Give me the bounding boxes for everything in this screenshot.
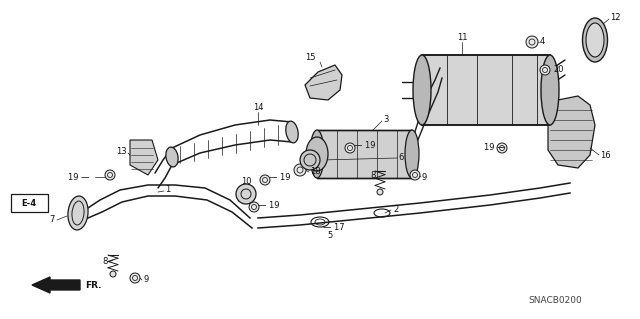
Circle shape xyxy=(236,184,256,204)
Ellipse shape xyxy=(68,196,88,230)
Circle shape xyxy=(377,189,383,195)
FancyBboxPatch shape xyxy=(11,194,48,212)
Ellipse shape xyxy=(286,121,298,143)
FancyArrow shape xyxy=(32,277,80,293)
Bar xyxy=(422,55,550,125)
Circle shape xyxy=(410,170,420,180)
Ellipse shape xyxy=(586,23,604,57)
Text: 13: 13 xyxy=(116,147,127,157)
Text: 19 —: 19 — xyxy=(68,173,90,182)
Circle shape xyxy=(105,170,115,180)
Text: 12: 12 xyxy=(610,13,621,23)
Bar xyxy=(317,130,412,178)
Circle shape xyxy=(345,143,355,153)
Circle shape xyxy=(249,202,259,212)
Text: 7: 7 xyxy=(50,216,55,225)
Circle shape xyxy=(110,271,116,277)
Circle shape xyxy=(294,164,306,176)
Circle shape xyxy=(130,273,140,283)
Ellipse shape xyxy=(582,18,607,62)
Ellipse shape xyxy=(405,130,419,178)
Ellipse shape xyxy=(166,147,178,167)
Text: 9: 9 xyxy=(422,173,428,182)
Text: 19 —: 19 — xyxy=(484,143,506,152)
Circle shape xyxy=(260,175,270,185)
Ellipse shape xyxy=(310,130,324,178)
Text: SNACB0200: SNACB0200 xyxy=(528,296,582,305)
Text: 14: 14 xyxy=(253,103,263,113)
Text: 18: 18 xyxy=(310,167,321,176)
Ellipse shape xyxy=(300,150,320,170)
Text: 2: 2 xyxy=(393,205,398,214)
Ellipse shape xyxy=(306,137,328,171)
Ellipse shape xyxy=(541,55,559,125)
Text: — 19: — 19 xyxy=(258,201,280,210)
Text: E-4: E-4 xyxy=(21,198,36,207)
Circle shape xyxy=(540,65,550,75)
Text: 15: 15 xyxy=(305,54,316,63)
Text: 8: 8 xyxy=(102,257,108,266)
Text: 1: 1 xyxy=(165,186,170,195)
Text: 6: 6 xyxy=(398,153,403,162)
Polygon shape xyxy=(305,65,342,100)
Text: — 17: — 17 xyxy=(323,224,344,233)
Text: — 19: — 19 xyxy=(354,140,376,150)
Text: 4: 4 xyxy=(540,38,545,47)
Text: 9: 9 xyxy=(143,276,148,285)
Polygon shape xyxy=(548,96,595,168)
Text: 10: 10 xyxy=(241,177,252,187)
Polygon shape xyxy=(130,140,158,175)
Text: FR.: FR. xyxy=(85,280,102,290)
Circle shape xyxy=(526,36,538,48)
Text: 5: 5 xyxy=(328,231,333,240)
Text: 3: 3 xyxy=(383,115,388,124)
Ellipse shape xyxy=(413,55,431,125)
Text: 8: 8 xyxy=(371,172,376,181)
Circle shape xyxy=(497,143,507,153)
Text: 16: 16 xyxy=(600,151,611,160)
Text: — 19: — 19 xyxy=(269,173,291,182)
Text: 20: 20 xyxy=(553,65,563,75)
Text: 11: 11 xyxy=(457,33,467,42)
